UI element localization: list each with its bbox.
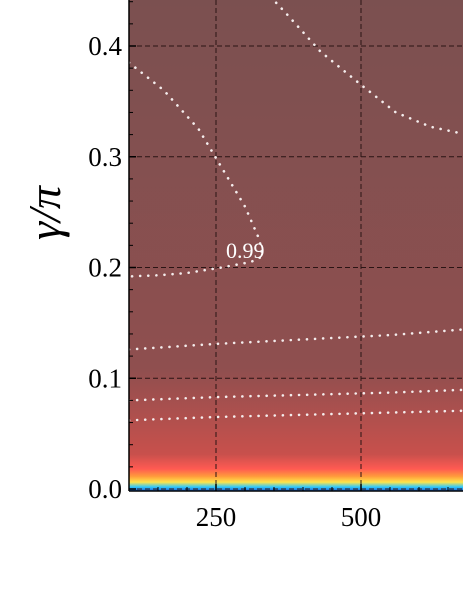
- contour-line: [129, 61, 264, 278]
- contour-line: [129, 409, 463, 422]
- contour-labels: 0.99: [226, 238, 265, 263]
- y-tick-label: 0.2: [88, 253, 122, 283]
- tick-labels: 0.0 0.1 0.2 0.3 0.4 250 500: [88, 31, 381, 532]
- heatmap-background: [129, 0, 463, 491]
- contour-label: 0.99: [226, 238, 265, 263]
- x-tick-label: 500: [341, 502, 382, 532]
- grid: [129, 0, 463, 491]
- y-tick-label: 0.3: [88, 142, 122, 172]
- contour-line: [129, 328, 463, 351]
- plot-area: [129, 0, 463, 491]
- contour-lines: [129, 0, 463, 422]
- y-tick-label: 0.0: [88, 474, 122, 504]
- x-tick-label: 250: [196, 502, 237, 532]
- y-tick-label: 0.4: [88, 31, 122, 61]
- y-tick-label: 0.1: [88, 363, 122, 393]
- contour-line: [129, 388, 463, 402]
- y-axis-label: γ/π: [19, 184, 70, 240]
- ticks: [129, 1, 449, 491]
